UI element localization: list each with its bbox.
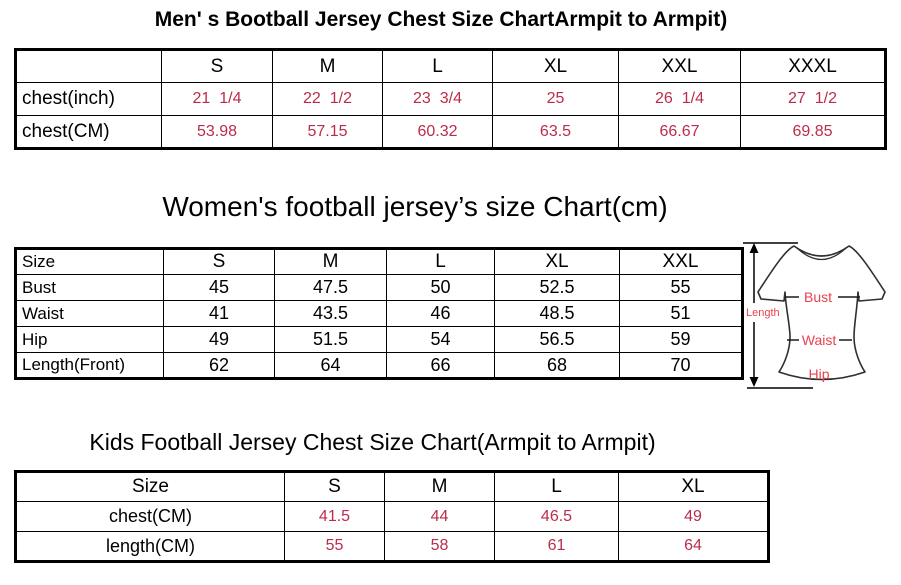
measurement-cell: 53.98 (161, 115, 273, 149)
length-label: Length (746, 307, 780, 319)
measurement-cell: 52.5 (494, 274, 620, 301)
measurement-cell: 21 1/4 (161, 82, 273, 116)
measurement-cell: 66.67 (618, 115, 741, 149)
measurement-cell: 60.32 (382, 115, 493, 149)
table-row: length(CM) 55 58 61 64 (15, 531, 769, 562)
measurement-cell: 27 1/2 (740, 82, 886, 116)
measurement-cell: 55 (284, 531, 385, 562)
table-row: Waist 41 43.5 46 48.5 51 (15, 300, 743, 327)
measurement-cell: 64 (618, 531, 769, 562)
measurement-cell: 26 1/4 (618, 82, 741, 116)
womens-size-table: Size S M L XL XXL Bust 45 47.5 50 52.5 5… (14, 247, 744, 380)
hip-label: Hip (808, 366, 829, 382)
measurement-cell: 25 (492, 82, 619, 116)
size-column-header: S (163, 248, 275, 275)
table-row: chest(CM) 53.98 57.15 60.32 63.5 66.67 6… (15, 115, 886, 149)
kids-chart-title: Kids Football Jersey Chest Size Chart(Ar… (89, 429, 656, 455)
measurement-cell: 54 (386, 326, 495, 353)
measurement-cell: 45 (163, 274, 275, 301)
measurement-cell: 69.85 (740, 115, 886, 149)
size-column-header: S (161, 49, 273, 83)
size-column-header: XXL (619, 248, 743, 275)
waist-label: Waist (802, 332, 837, 348)
bust-label: Bust (804, 289, 832, 305)
size-header-label: Size (15, 471, 285, 502)
collar-inner-line (796, 247, 847, 261)
measurement-cell: 59 (619, 326, 743, 353)
womens-chart-title: Women's football jersey’s size Chart(cm) (162, 191, 668, 222)
measurement-cell: 57.15 (272, 115, 383, 149)
kids-header-row: Size S M L XL (15, 471, 769, 502)
row-label: chest(CM) (15, 501, 285, 532)
kids-size-table: Size S M L XL chest(CM) 41.5 44 46.5 49 … (14, 470, 770, 563)
table-row: chest(inch) 21 1/4 22 1/2 23 3/4 25 26 1… (15, 82, 886, 116)
measurement-cell: 70 (619, 352, 743, 379)
measurement-cell: 50 (386, 274, 495, 301)
measurement-cell: 64 (274, 352, 387, 379)
row-label: chest(inch) (15, 82, 162, 116)
row-label: Hip (15, 326, 164, 353)
measurement-cell: 47.5 (274, 274, 387, 301)
size-column-header: M (384, 471, 495, 502)
size-column-header: S (284, 471, 385, 502)
measurement-cell: 66 (386, 352, 495, 379)
measurement-cell: 48.5 (494, 300, 620, 327)
measurement-cell: 62 (163, 352, 275, 379)
corner-cell (15, 49, 162, 83)
size-column-header: XXXL (740, 49, 886, 83)
table-row: Hip 49 51.5 54 56.5 59 (15, 326, 743, 353)
measurement-cell: 63.5 (492, 115, 619, 149)
table-row: chest(CM) 41.5 44 46.5 49 (15, 501, 769, 532)
measurement-cell: 49 (163, 326, 275, 353)
measurement-cell: 44 (384, 501, 495, 532)
mens-chart-title: Men' s Bootball Jersey Chest Size ChartA… (154, 8, 728, 31)
size-header-label: Size (15, 248, 164, 275)
size-column-header: L (386, 248, 495, 275)
measurement-cell: 51 (619, 300, 743, 327)
mens-size-table: S M L XL XXL XXXL chest(inch) 21 1/4 22 … (14, 48, 887, 150)
table-row: Bust 45 47.5 50 52.5 55 (15, 274, 743, 301)
measurement-cell: 41.5 (284, 501, 385, 532)
measurement-cell: 46.5 (494, 501, 619, 532)
measurement-cell: 58 (384, 531, 495, 562)
row-label: Bust (15, 274, 164, 301)
row-label: Waist (15, 300, 164, 327)
measurement-cell: 43.5 (274, 300, 387, 327)
row-label: length(CM) (15, 531, 285, 562)
measurement-cell: 41 (163, 300, 275, 327)
size-column-header: XL (618, 471, 769, 502)
arrowhead-down-icon (749, 377, 759, 387)
row-label: chest(CM) (15, 115, 162, 149)
size-column-header: XXL (618, 49, 741, 83)
measurement-cell: 61 (494, 531, 619, 562)
size-column-header: M (274, 248, 387, 275)
size-column-header: L (382, 49, 493, 83)
measurement-cell: 49 (618, 501, 769, 532)
arrowhead-up-icon (749, 243, 759, 253)
measurement-cell: 23 3/4 (382, 82, 493, 116)
measurement-cell: 56.5 (494, 326, 620, 353)
mens-header-row: S M L XL XXL XXXL (15, 49, 886, 83)
measurement-cell: 22 1/2 (272, 82, 383, 116)
womens-header-row: Size S M L XL XXL (15, 248, 743, 275)
size-column-header: XL (494, 248, 620, 275)
size-column-header: M (272, 49, 383, 83)
table-row: Length(Front) 62 64 66 68 70 (15, 352, 743, 379)
size-column-header: L (494, 471, 619, 502)
measurement-cell: 68 (494, 352, 620, 379)
tshirt-measurement-diagram: Length Bust Waist Hip (743, 242, 886, 389)
size-column-header: XL (492, 49, 619, 83)
measurement-cell: 51.5 (274, 326, 387, 353)
measurement-cell: 55 (619, 274, 743, 301)
row-label: Length(Front) (15, 352, 164, 379)
measurement-cell: 46 (386, 300, 495, 327)
